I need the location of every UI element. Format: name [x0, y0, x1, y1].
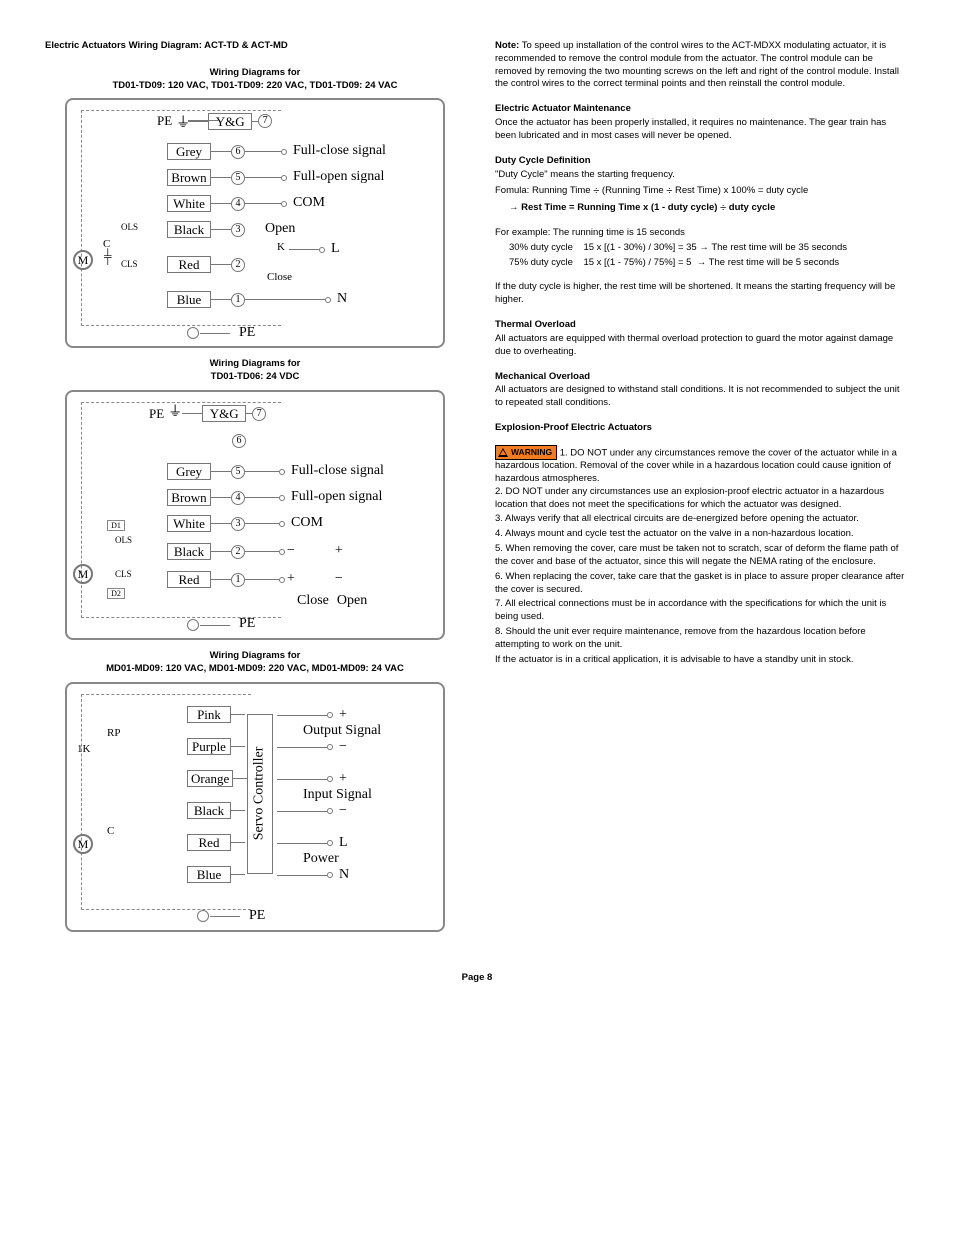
left-title: Electric Actuators Wiring Diagram: ACT-T…	[45, 40, 465, 53]
diag1-caption: Wiring Diagrams for TD01-TD09: 120 VAC, …	[45, 67, 465, 93]
page-root: Electric Actuators Wiring Diagram: ACT-T…	[45, 40, 909, 942]
page-number: Page 8	[45, 972, 909, 985]
diag2-caption: Wiring Diagrams for TD01-TD06: 24 VDC	[45, 358, 465, 384]
maint-heading: Electric Actuator Maintenance	[495, 103, 909, 116]
note-paragraph: Note: To speed up installation of the co…	[495, 40, 909, 91]
left-column: Electric Actuators Wiring Diagram: ACT-T…	[45, 40, 465, 942]
thermal-heading: Thermal Overload	[495, 319, 909, 332]
diagram-1: M C⊥⊤ CLS OLS PE ⏚ Y&G 7 Grey6Full-close…	[65, 98, 445, 348]
motor-icon: M	[73, 834, 93, 854]
diagram-3: M RP 1K C Servo Controller Pink + Output…	[65, 682, 445, 932]
right-column: Note: To speed up installation of the co…	[495, 40, 909, 942]
duty-heading: Duty Cycle Definition	[495, 155, 909, 168]
servo-controller: Servo Controller	[247, 714, 273, 874]
mech-heading: Mechanical Overload	[495, 371, 909, 384]
diagram-2: M CLS OLS D1 D2 PE⏚ Y&G 7 6 Grey5Full-cl…	[65, 390, 445, 640]
warning-icon	[498, 448, 508, 457]
explosion-heading: Explosion-Proof Electric Actuators	[495, 422, 909, 435]
warning-badge: WARNING	[495, 445, 557, 460]
motor-icon: M	[73, 564, 93, 584]
diag3-caption: Wiring Diagrams for MD01-MD09: 120 VAC, …	[45, 650, 465, 676]
